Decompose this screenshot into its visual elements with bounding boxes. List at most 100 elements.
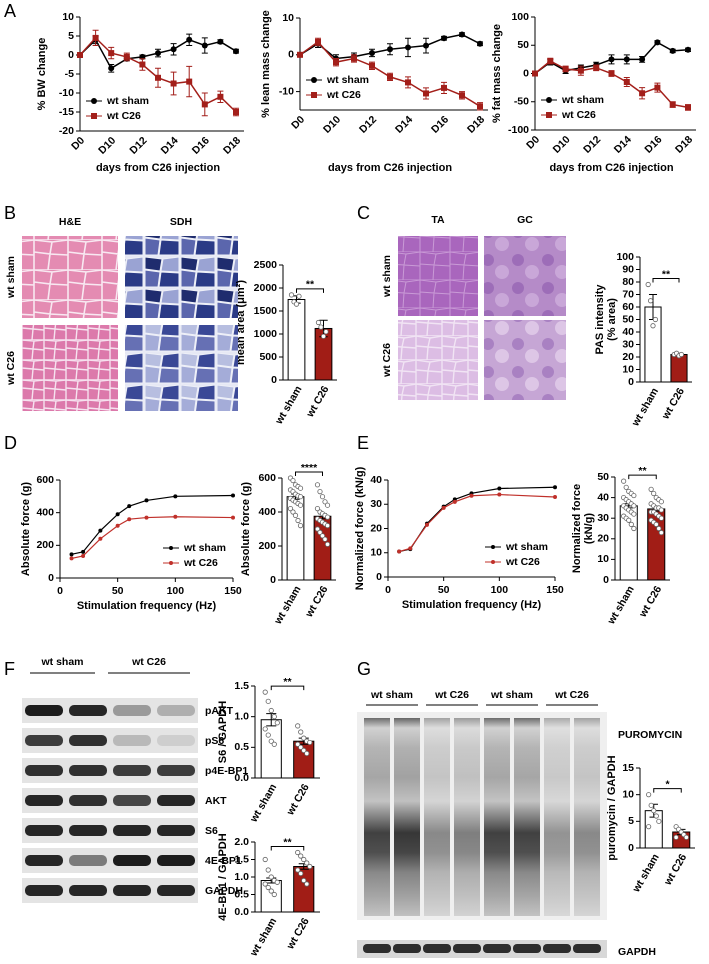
marker bbox=[405, 44, 411, 51]
y-tick-label: 1000 bbox=[254, 328, 278, 340]
y-axis-title: % lean mass change bbox=[260, 10, 272, 118]
bar bbox=[670, 354, 688, 383]
blot-band bbox=[157, 825, 195, 836]
data-point bbox=[626, 517, 632, 523]
y-tick-label: 30 bbox=[622, 338, 634, 350]
marker bbox=[623, 78, 630, 85]
marker bbox=[497, 492, 502, 497]
data-point bbox=[265, 884, 271, 891]
y-tick-label: 70 bbox=[622, 288, 634, 300]
data-point bbox=[307, 863, 313, 870]
y-tick-label: 10 bbox=[62, 11, 74, 23]
marker bbox=[98, 536, 103, 541]
y-tick-label: 50 bbox=[517, 39, 529, 51]
y-tick-label: 100 bbox=[511, 11, 529, 23]
blot-band bbox=[25, 705, 63, 716]
blot-row-label: PUROMYCIN bbox=[618, 729, 682, 741]
y-tick-label: 30 bbox=[370, 498, 382, 510]
marker bbox=[369, 62, 375, 69]
blot-row-label: pAKT bbox=[205, 705, 234, 717]
y-tick-label: 2.0 bbox=[234, 836, 249, 848]
x-tick-label: D18 bbox=[465, 113, 487, 135]
legend-label: wt sham bbox=[326, 74, 369, 86]
data-point bbox=[322, 499, 328, 505]
x-tick-label: wt sham bbox=[630, 852, 662, 895]
data-point bbox=[646, 824, 652, 830]
error-bar bbox=[266, 713, 277, 727]
column-label: GC bbox=[517, 214, 533, 226]
legend-label: wt C26 bbox=[183, 557, 218, 569]
y-tick-label: 400 bbox=[36, 506, 54, 518]
blot-lane bbox=[394, 718, 420, 916]
marker bbox=[654, 39, 661, 46]
significance-bracket bbox=[295, 471, 323, 476]
blot-band bbox=[69, 885, 107, 896]
marker bbox=[423, 90, 429, 97]
blot-band bbox=[543, 944, 571, 953]
significance-label: * bbox=[665, 778, 670, 790]
column-label: H&E bbox=[59, 216, 81, 228]
data-point bbox=[650, 323, 656, 329]
x-tick-label: wt C26 bbox=[636, 584, 664, 620]
blot-band bbox=[69, 795, 107, 806]
data-point bbox=[631, 492, 637, 499]
marker bbox=[217, 93, 224, 100]
column-label: TA bbox=[431, 214, 445, 226]
marker bbox=[351, 55, 357, 62]
x-tick-label: wt sham bbox=[273, 384, 305, 427]
marker bbox=[593, 64, 600, 71]
marker bbox=[69, 552, 74, 557]
data-point bbox=[651, 808, 657, 814]
marker bbox=[108, 50, 115, 57]
x-tick-label: D0 bbox=[289, 113, 307, 131]
bar bbox=[293, 866, 315, 913]
marker bbox=[115, 523, 120, 528]
marker bbox=[477, 40, 483, 47]
marker bbox=[186, 36, 193, 43]
legend-marker bbox=[491, 545, 495, 549]
data-point bbox=[295, 849, 301, 856]
blot-band bbox=[69, 705, 107, 716]
marker bbox=[452, 499, 457, 504]
legend-label: wt C26 bbox=[561, 109, 596, 121]
series-line bbox=[71, 494, 234, 555]
blot-lane bbox=[544, 718, 570, 916]
blot-band bbox=[113, 855, 151, 866]
data-point bbox=[323, 329, 329, 335]
y-tick-label: 0.0 bbox=[234, 772, 249, 784]
significance-bracket bbox=[270, 846, 305, 851]
y-tick-label: 0 bbox=[48, 572, 54, 584]
marker bbox=[577, 67, 584, 74]
blot-row-label: pS6 bbox=[205, 735, 224, 747]
x-tick-label: wt sham bbox=[605, 584, 637, 627]
blot-band bbox=[113, 765, 151, 776]
y-axis-title: puromycin / GAPDH bbox=[606, 755, 618, 860]
data-point bbox=[262, 856, 268, 863]
data-point bbox=[271, 891, 277, 898]
data-point bbox=[295, 867, 301, 873]
row-label: wt sham bbox=[381, 255, 393, 298]
y-tick-label: -15 bbox=[59, 106, 74, 118]
marker bbox=[144, 498, 149, 503]
marker bbox=[459, 92, 465, 99]
data-point bbox=[287, 505, 294, 512]
data-point bbox=[631, 525, 637, 532]
marker bbox=[127, 504, 132, 509]
significance-label: **** bbox=[301, 462, 318, 474]
data-point bbox=[646, 792, 652, 798]
marker bbox=[669, 47, 676, 54]
marker bbox=[623, 56, 630, 63]
data-point bbox=[621, 478, 627, 484]
x-tick-label: 100 bbox=[167, 585, 185, 597]
bar bbox=[287, 299, 306, 381]
x-tick-label: D0 bbox=[69, 134, 87, 152]
x-tick-label: wt C26 bbox=[659, 386, 687, 422]
y-tick-label: 0 bbox=[271, 374, 277, 386]
data-point bbox=[301, 877, 307, 884]
marker bbox=[469, 493, 474, 498]
significance-bracket bbox=[652, 278, 680, 283]
data-point bbox=[265, 698, 271, 704]
blot-band bbox=[25, 825, 63, 836]
y-axis-title: Normalized force bbox=[571, 484, 583, 573]
y-axis-title: % fat mass change bbox=[491, 24, 503, 123]
